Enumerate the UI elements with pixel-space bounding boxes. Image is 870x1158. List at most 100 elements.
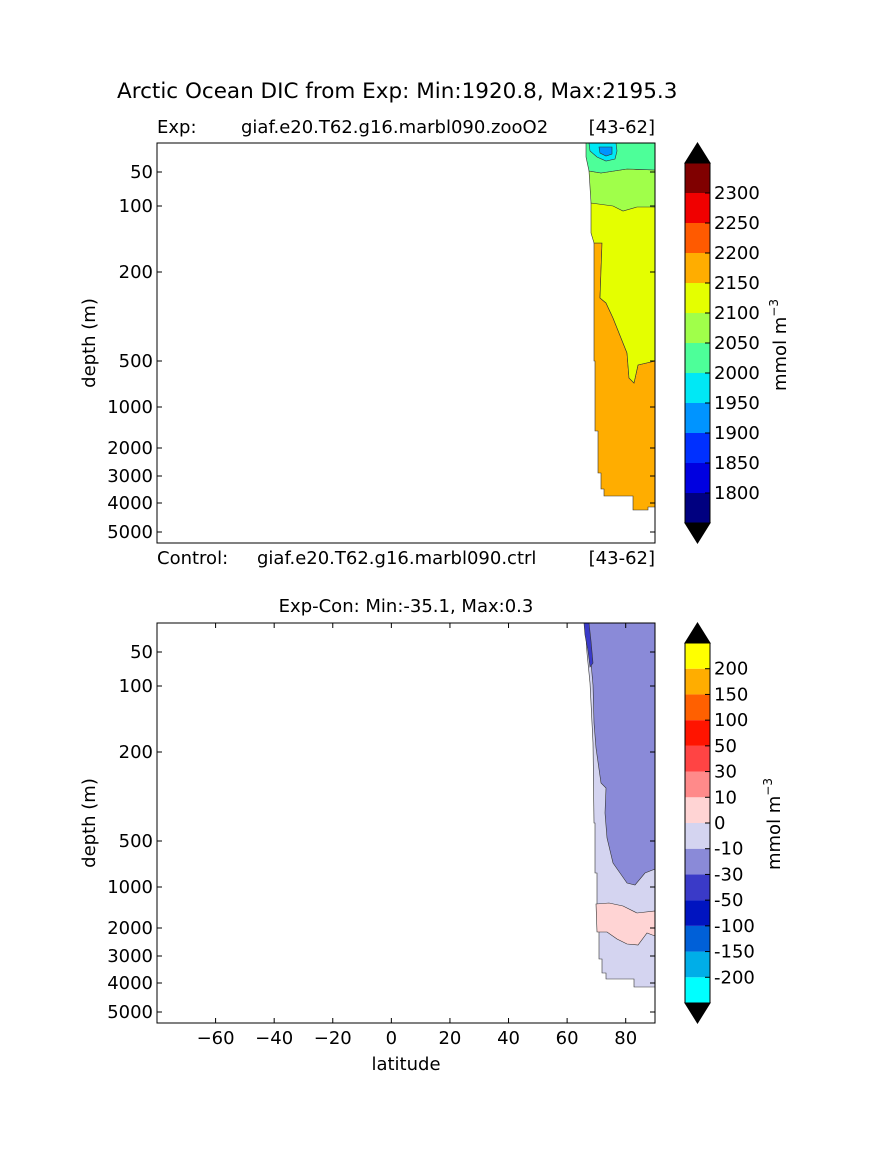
field-0-10 [595, 902, 656, 946]
colorbar-swatch [685, 874, 710, 901]
diff-title: Exp-Con: Min:-35.1, Max:0.3 [279, 596, 534, 617]
y-tick-label: 100 [119, 196, 153, 217]
x-tick-label: −40 [255, 1028, 293, 1049]
colorbar-tick-label: 1950 [714, 393, 760, 414]
exp-case-name: giaf.e20.T62.g16.marbl090.zooO2 [241, 117, 548, 138]
y-tick-label: 2000 [107, 438, 153, 459]
colorbar-swatch [685, 163, 710, 193]
exp-contour-fields [585, 142, 656, 511]
y-tick-label: 500 [119, 351, 153, 372]
field-2100-2150 [590, 202, 656, 384]
diff-y-axis-label: depth (m) [79, 778, 100, 868]
colorbar-tick-label: 2300 [714, 183, 760, 204]
diff-plot-frame [156, 622, 656, 1024]
y-tick-label: 200 [119, 742, 153, 763]
colorbar-swatch [685, 253, 710, 283]
colorbar-tick-label: -50 [714, 890, 743, 911]
colorbar-extend-bottom [684, 1002, 711, 1024]
colorbar-swatch [685, 373, 710, 403]
x-tick-label: 0 [386, 1028, 397, 1049]
exp-y-axis: 50 100 200 500 1000 2000 3000 4000 5000 [107, 162, 655, 543]
colorbar-tick-label: 30 [714, 762, 737, 783]
colorbar-tick-label: -100 [714, 916, 755, 937]
y-tick-label: 4000 [107, 493, 153, 514]
colorbar-swatch [685, 720, 710, 746]
exp-colorbar-unit-exponent: −3 [767, 299, 781, 317]
y-tick-label: 1000 [107, 877, 153, 898]
colorbar-extend-top [684, 142, 711, 164]
colorbar-swatch [685, 493, 710, 523]
colorbar-tick-label: 2100 [714, 303, 760, 324]
control-case-name: giaf.e20.T62.g16.marbl090.ctrl [257, 548, 536, 569]
colorbar-swatch [685, 771, 710, 798]
exp-colorbar-label: mmol m−3 [767, 299, 791, 391]
colorbar-tick-label: 1800 [714, 483, 760, 504]
colorbar-swatch [685, 977, 710, 1003]
colorbar-swatch [685, 668, 710, 695]
x-tick-label: −60 [197, 1028, 235, 1049]
diff-colorbar-label: mmol m−3 [761, 778, 785, 870]
y-tick-label: 5000 [107, 522, 153, 543]
figure-title: Arctic Ocean DIC from Exp: Min:1920.8, M… [117, 79, 677, 104]
colorbar-swatch [685, 823, 710, 849]
x-tick-label: −20 [314, 1028, 352, 1049]
colorbar-swatch [685, 343, 710, 373]
y-tick-label: 2000 [107, 918, 153, 939]
colorbar-swatch [685, 283, 710, 313]
x-tick-label: 40 [497, 1028, 520, 1049]
colorbar-tick-label: -30 [714, 864, 743, 885]
colorbar-tick-label: 2000 [714, 363, 760, 384]
colorbar-extend-top [684, 622, 711, 644]
diff-colorbar-unit: mmol m [764, 796, 785, 870]
colorbar-tick-label: -10 [714, 839, 743, 860]
y-tick-label: 100 [119, 676, 153, 697]
colorbar-tick-label: 2150 [714, 273, 760, 294]
exp-label: Exp: [157, 117, 197, 138]
y-tick-label: 4000 [107, 973, 153, 994]
colorbar-swatch [685, 643, 710, 669]
y-tick-label: 50 [130, 642, 153, 663]
x-tick-label: 20 [438, 1028, 461, 1049]
colorbar-tick-label: -150 [714, 942, 755, 963]
exp-years: [43-62] [589, 117, 655, 138]
colorbar-tick-label: 2250 [714, 213, 760, 234]
y-tick-label: 3000 [107, 946, 153, 967]
colorbar-swatch [685, 313, 710, 343]
exp-colorbar-unit: mmol m [770, 317, 791, 391]
y-tick-label: 1000 [107, 397, 153, 418]
exp-colorbar: 1800 1850 1900 1950 2000 2050 2100 2150 2200 2250… [684, 142, 760, 544]
control-label: Control: [157, 548, 228, 569]
colorbar-swatch [685, 951, 710, 978]
colorbar-tick-label: 200 [714, 659, 748, 680]
colorbar-tick-label: 10 [714, 787, 737, 808]
colorbar-tick-label: 2200 [714, 243, 760, 264]
y-tick-label: 50 [130, 162, 153, 183]
field-minus50-minus30 [583, 622, 594, 668]
diff-x-axis-label: latitude [371, 1054, 440, 1075]
colorbar-swatch [685, 925, 710, 952]
y-tick-label: 3000 [107, 466, 153, 487]
diff-panel: Exp-Con: Min:-35.1, Max:0.3 501002005001… [79, 596, 785, 1075]
colorbar-swatch [685, 463, 710, 493]
field-1900-1950 [598, 146, 613, 157]
y-tick-label: 500 [119, 831, 153, 852]
exp-plot-frame [156, 142, 656, 544]
exp-panel: Exp: giaf.e20.T62.g16.marbl090.zooO2 [43… [79, 117, 791, 569]
svg-text:mmol m−3: mmol m−3 [767, 299, 791, 391]
exp-y-axis-label: depth (m) [79, 298, 100, 388]
diff-contour-fields [583, 622, 656, 988]
field-minus30-minus10 [584, 622, 656, 886]
colorbar-tick-label: 2050 [714, 333, 760, 354]
y-tick-label: 200 [119, 262, 153, 283]
colorbar-swatch [685, 403, 710, 433]
diff-colorbar-unit-exponent: −3 [761, 778, 775, 796]
colorbar-tick-label: -200 [714, 967, 755, 988]
y-tick-label: 5000 [107, 1002, 153, 1023]
colorbar-swatch [685, 433, 710, 463]
diff-x-axis: −60 −40 −20 0 20 40 60 80 [197, 623, 637, 1049]
colorbar-tick-label: 50 [714, 736, 737, 757]
colorbar-extend-bottom [684, 522, 711, 544]
